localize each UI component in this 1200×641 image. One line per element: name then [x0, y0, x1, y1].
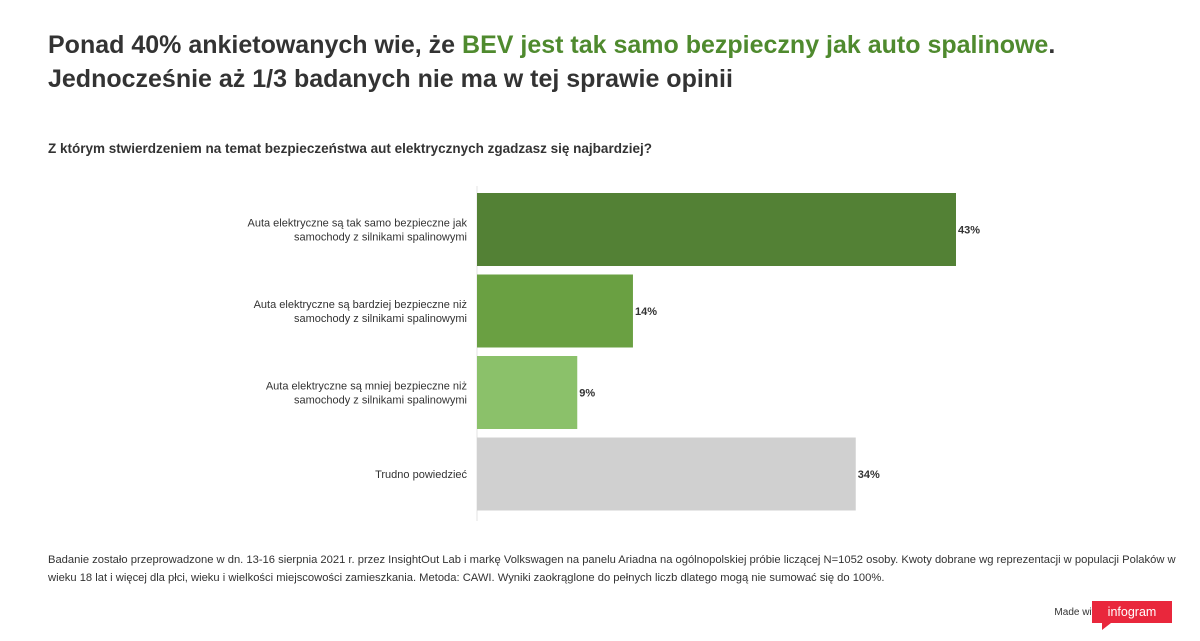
category-label-line: Trudno powiedzieć: [375, 469, 467, 481]
title-part-2: .: [1048, 31, 1056, 59]
bar-1[interactable]: [477, 193, 956, 266]
category-label-1: Auta elektryczne są tak samo bezpieczne …: [247, 218, 467, 244]
bar-4[interactable]: [477, 437, 856, 511]
bar-value-label-2: 14%: [635, 306, 657, 318]
title-highlight: BEV jest tak samo bezpieczny jak auto sp…: [462, 31, 1049, 59]
infogram-logo[interactable]: infogram: [1092, 601, 1172, 630]
chart-question: Z którym stwierdzeniem na temat bezpiecz…: [48, 141, 652, 156]
bar-value-label-4: 34%: [858, 469, 880, 481]
title-line-2: Jednocześnie aż 1/3 badanych nie ma w te…: [48, 65, 733, 93]
bar-value-label-1: 43%: [958, 225, 980, 237]
bar-value-label-3: 9%: [579, 388, 595, 400]
made-with-label: Made with: [1054, 607, 1100, 618]
category-label-line: samochody z silnikami spalinowymi: [294, 313, 467, 325]
category-label-line: Auta elektryczne są tak samo bezpieczne …: [247, 218, 467, 230]
title-part-1: Ponad 40% ankietowanych wie, że: [48, 31, 463, 59]
category-label-line: Auta elektryczne są mniej bezpieczne niż: [266, 381, 467, 393]
category-label-line: samochody z silnikami spalinowymi: [294, 232, 467, 244]
bar-2[interactable]: [477, 274, 633, 348]
category-label-2: Auta elektryczne są bardziej bezpieczne …: [254, 299, 467, 325]
category-label-4: Trudno powiedzieć: [375, 469, 467, 481]
footnote: Badanie zostało przeprowadzone w dn. 13-…: [48, 554, 1176, 584]
category-label-line: samochody z silnikami spalinowymi: [294, 395, 467, 407]
category-label-line: Auta elektryczne są bardziej bezpieczne …: [254, 299, 467, 311]
category-label-3: Auta elektryczne są mniej bezpieczne niż…: [266, 381, 467, 407]
bar-3[interactable]: [477, 356, 578, 429]
chart-title: Ponad 40% ankietowanych wie, że BEV jest…: [48, 28, 1168, 96]
